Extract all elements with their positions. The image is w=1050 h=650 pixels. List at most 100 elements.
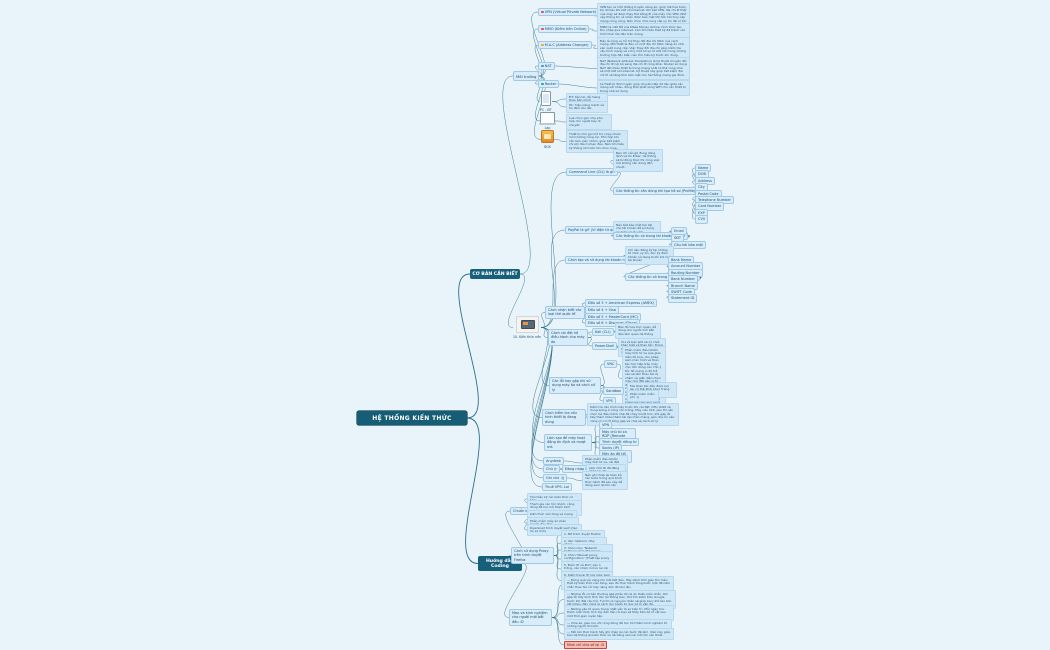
tool-vnc[interactable]: VNC [604, 360, 618, 369]
desc-cli[interactable]: Bạn chỉ cần gõ đúng dòng lệnh và ấn Ente… [613, 149, 663, 172]
item-vpn[interactable]: VPN (Virtual Private Network) [538, 8, 600, 17]
topic-bank-label: Cách tạo và sử dụng tài khoản ngân hàng … [568, 258, 654, 262]
priority-marker-icon [541, 82, 544, 86]
os-powershell[interactable]: PowerShell [592, 342, 618, 351]
topic-image[interactable]: 10. Kiến thức nền [513, 316, 541, 339]
topic-bank-info-label: Các thông tin có trong tài khoản (Bank) [628, 275, 698, 279]
item-mac[interactable]: M.A.C (Address Changer) [538, 41, 592, 50]
topic-paypal-info-label: Các thông tin có trong tài khoản PayPal [616, 234, 685, 238]
desc-nat[interactable]: NAT (Network Address Translation) là kỹ … [597, 57, 690, 80]
tip-chu-y[interactable]: Chú ý: [543, 465, 560, 474]
desc-kali[interactable]: Bản đồ họa trực quan, dễ dùng cho người … [615, 323, 661, 339]
note-2[interactable]: — Những lỗi cơ bản thường gặp phần lớn l… [564, 590, 676, 610]
tip-ghi-chu-label: Ghi chú :)) [546, 476, 565, 480]
field-card-number[interactable]: Card Number [695, 202, 725, 211]
field-city-label: City [698, 185, 705, 190]
item-router-label: Router [544, 82, 557, 86]
topic-check-device[interactable]: Cách kiểm tra cấu hình thiết bị đang dùn… [542, 409, 586, 427]
boxapp-device-icon [541, 130, 554, 143]
opt-browser-label: Trình duyệt riêng tư [602, 440, 637, 444]
field-statement-id[interactable]: Statement ID [668, 294, 698, 303]
item-vpn-label: VPN (Virtual Private Network) [544, 10, 597, 14]
topic-check-device-label: Cách kiểm tra cấu hình thiết bị đang dùn… [545, 411, 577, 424]
desc-check-device-label: Kiểm tra cấu hình máy trước khi cài đặt:… [590, 404, 675, 423]
desc-router[interactable]: Là thiết bị định tuyến giúp chuyển tiếp … [597, 80, 690, 96]
tool-sandbox[interactable]: Sandbox [603, 387, 625, 396]
desc-phone-2[interactable]: PC: hiệu năng mạnh và ổn định lâu dài [566, 101, 608, 114]
device-phone-caption: PC - ĐT [540, 107, 552, 112]
branch-co-ban-can-biet[interactable]: CƠ BẢN CẦN BIẾT [470, 269, 520, 279]
desc-bank[interactable]: Chỉ nên đăng ký tại những tổ chức uy tín… [625, 246, 674, 266]
step-1-label: 1. Mở trình duyệt Firefox [564, 531, 601, 536]
topic-bank-info[interactable]: Các thông tin có trong tài khoản (Bank) [625, 273, 701, 282]
tip-anydesk-label: Anydesk [546, 459, 561, 463]
topic-profile-info[interactable]: Các thông tin cần dùng khi tạo hồ sơ (Pr… [613, 187, 699, 196]
item-nat-label: NAT [544, 64, 552, 68]
field-name-label: Name [698, 166, 709, 170]
desc-nat-label: NAT (Network Address Translation) là kỹ … [600, 58, 687, 77]
section-moi-truong-label: Môi trường [516, 73, 537, 79]
field-email-label: Email [674, 228, 684, 233]
laptop-device-icon [539, 112, 556, 125]
field-address-label: Address [698, 178, 712, 183]
desc-phone-2-label: PC: hiệu năng mạnh và ổn định lâu dài [569, 102, 604, 111]
field-security-question-label: Câu hỏi bảo mật [674, 242, 703, 247]
desc-paypal-label: Nên bật bảo mật hai lớp cho tài khoản để… [616, 222, 655, 234]
device-box[interactable]: BOX [541, 130, 554, 149]
phone-device-icon [540, 91, 551, 106]
tip-thue-vps[interactable]: Thuê VPS: Lol [542, 483, 572, 492]
field-security-question[interactable]: Câu hỏi bảo mật [671, 240, 706, 249]
tip-anydesk[interactable]: Anydesk [543, 457, 564, 466]
desc-ghi-chu-label: Nên ghi chép lại toàn bộ các bước trong … [585, 472, 623, 488]
field-swift-code-label: SWIFT Code [671, 290, 692, 294]
item-router[interactable]: Router [538, 80, 560, 89]
device-box-caption: BOX [544, 144, 551, 149]
topic-vm-errors[interactable]: Các lỗi hay gặp khi sử dụng máy ảo và cá… [549, 377, 601, 395]
desc-laptop-label: Lựa chọn gọn nhẹ phù hợp cho người hay d… [569, 115, 603, 127]
desc-bank-label: Chỉ nên đăng ký tại những tổ chức uy tín… [628, 247, 671, 263]
desc-check-device[interactable]: Kiểm tra cấu hình máy trước khi cài đặt:… [587, 403, 679, 426]
topic-smooth-machine[interactable]: Làm sao để máy hoạt động ổn định và mượt… [544, 434, 592, 452]
topic-firefox-proxy[interactable]: Cách sử dụng Proxy trên trình duyệt Fire… [511, 547, 554, 565]
item-mmo[interactable]: MMO (Kiếm tiền Online) [538, 25, 590, 34]
topic-os-install[interactable]: Cách cài đặt hệ điều hành cho máy ảo [548, 329, 588, 347]
note-2-label: — Những lỗi cơ bản thường gặp phần lớn l… [567, 591, 672, 606]
topic-image-caption: 10. Kiến thức nền [513, 334, 542, 339]
opt-vpn-label: VPN [602, 423, 610, 427]
root-topic[interactable]: HỆ THỐNG KIẾN THỨC [357, 411, 467, 425]
card-amex[interactable]: Đầu số 3 + American Express (AMEX) [585, 299, 657, 308]
desc-laptop[interactable]: Lựa chọn gọn nhẹ phù hợp cho người hay d… [566, 114, 612, 130]
note-5[interactable]: — Mỗi lần thực hành hãy ghi chép lại các… [564, 628, 674, 641]
desc-router-label: Là thiết bị định tuyến giúp chuyển tiếp … [600, 81, 686, 93]
os-kali-label: Kali (CLI) [595, 330, 611, 334]
field-account-number-label: Account Number [671, 264, 701, 269]
tip-ghi-chu[interactable]: Ghi chú :)) [543, 474, 568, 483]
os-kali[interactable]: Kali (CLI) [592, 328, 614, 337]
tool-vnc-label: VNC [607, 362, 615, 366]
topic-cli[interactable]: Command Line (CLI) là gì? [566, 168, 619, 177]
note-red[interactable]: Mình chỉ chia sẻ lại :D [564, 641, 608, 649]
section-moi-truong[interactable]: Môi trường [513, 71, 539, 81]
desc-mac-label: Đây là công cụ hỗ trợ thay đổi địa chỉ M… [600, 38, 686, 57]
desc-ghi-chu[interactable]: Nên ghi chép lại toàn bộ các bước trong … [582, 471, 628, 491]
topic-paypal-info[interactable]: Các thông tin có trong tài khoản PayPal [613, 232, 688, 241]
item-nat[interactable]: NAT [538, 62, 555, 71]
topic-vm-errors-label: Các lỗi hay gặp khi sử dụng máy ảo và cá… [552, 379, 596, 392]
field-cvv-label: CVV [698, 217, 706, 222]
branch-co-ban-can-biet-label: CƠ BẢN CẦN BIẾT [472, 271, 518, 277]
topic-card-types[interactable]: Cách nhận biết các loại thẻ quốc tế [545, 306, 585, 319]
note-red-label: Mình chỉ chia sẻ lại :D [567, 643, 605, 647]
field-cvv[interactable]: CVV [695, 215, 709, 224]
topic-meo-kinh-nghiem[interactable]: Mẹo và kinh nghiệm cho người mới bắt đầu… [509, 609, 552, 627]
desc-sandbox-2[interactable]: Phần mềm miễn phí :)) [627, 390, 659, 403]
note-4-label: — Chia sẻ, giao lưu với cộng đồng để học… [567, 620, 668, 629]
device-laptop[interactable]: Lap [539, 112, 556, 130]
prep-3-label: Kiến thức nền tảng về mạng [530, 511, 573, 516]
topic-chuan-bi-label: Chuẩn bị [513, 509, 529, 513]
desc-box[interactable]: Thiết bị nhỏ gọn hỗ trợ chạy nhiều môi t… [566, 130, 628, 153]
field-dob-label: DOB [698, 172, 706, 177]
desc-sandbox-2-label: Phần mềm miễn phí :)) [630, 391, 655, 400]
tool-vps-label: VPS [606, 399, 613, 403]
device-phone[interactable]: PC - ĐT [540, 91, 552, 112]
